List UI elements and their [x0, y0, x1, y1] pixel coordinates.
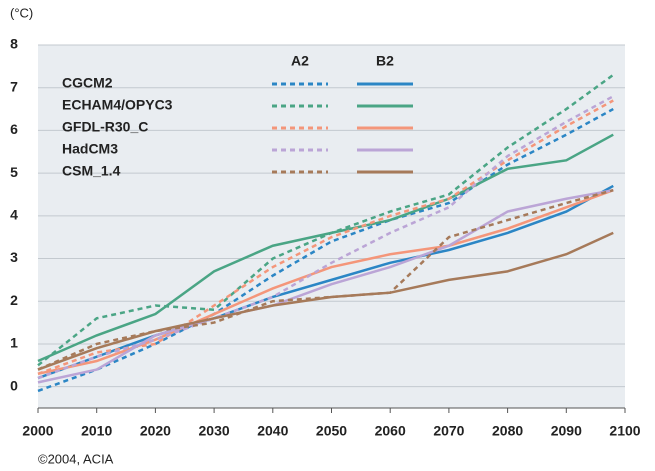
x-tick-label: 2090	[551, 423, 582, 439]
legend-header: A2	[291, 53, 309, 69]
y-tick-label: 0	[10, 377, 18, 393]
x-tick-label: 2010	[81, 423, 112, 439]
legend-label: HadCM3	[62, 141, 118, 157]
x-tick-label: 2070	[433, 423, 464, 439]
y-tick-label: 4	[10, 207, 18, 223]
y-tick-label: 8	[10, 36, 18, 52]
series-line	[37, 231, 614, 371]
legend-label: CSM_1.4	[62, 163, 121, 179]
x-tick-label: 2040	[257, 423, 288, 439]
y-tick-label: 6	[10, 121, 18, 137]
y-tick-label: 7	[10, 78, 18, 94]
x-tick-label: 2030	[199, 423, 230, 439]
y-tick-label: 2	[10, 292, 18, 308]
x-tick-label: 2100	[609, 423, 640, 439]
x-tick-label: 2000	[22, 423, 53, 439]
series-line	[37, 133, 614, 363]
x-tick-label: 2080	[492, 423, 523, 439]
legend-header: B2	[376, 53, 394, 69]
legend-label: GFDL-R30_C	[62, 119, 148, 135]
source: ©2004, ACIA	[38, 451, 114, 466]
y-axis-label: (°C)	[10, 5, 33, 20]
legend-label: CGCM2	[62, 75, 113, 91]
series-line	[37, 184, 614, 380]
y-tick-label: 1	[10, 335, 18, 351]
series-line	[37, 188, 614, 371]
y-tick-label: 3	[10, 249, 18, 265]
legend-label: ECHAM4/OPYC3	[62, 97, 173, 113]
y-tick-label: 5	[10, 164, 18, 180]
series-line	[37, 188, 614, 384]
x-tick-label: 2020	[140, 423, 171, 439]
x-tick-label: 2050	[316, 423, 347, 439]
x-tick-label: 2060	[375, 423, 406, 439]
